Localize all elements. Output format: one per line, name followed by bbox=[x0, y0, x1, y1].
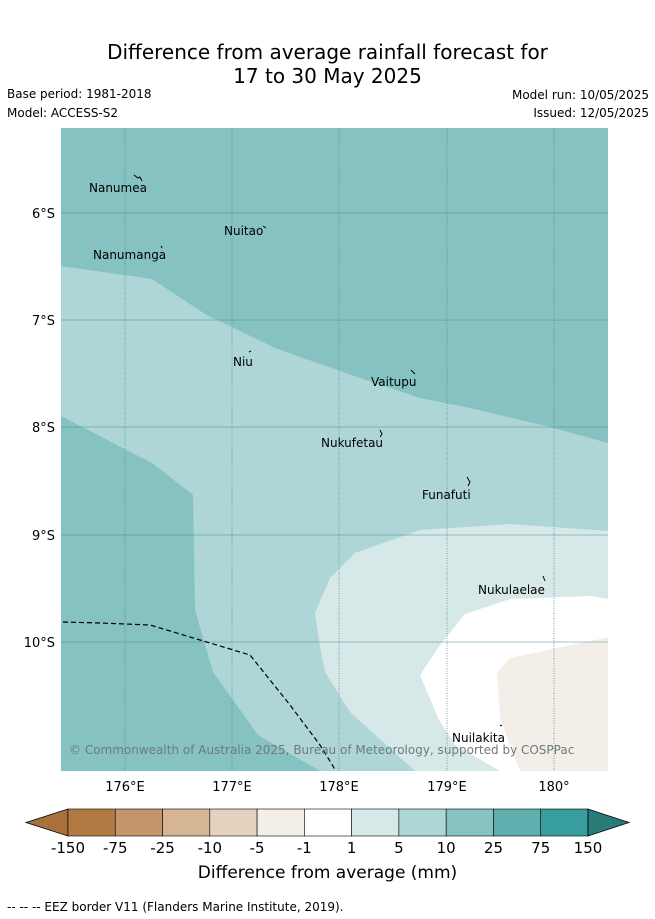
place-nuilakita: Nuilakita bbox=[452, 731, 505, 745]
lon-axis-labels: 176°E 177°E 178°E 179°E 180° bbox=[105, 780, 569, 795]
eez-border bbox=[62, 621, 337, 771]
lon-label-177: 177°E bbox=[212, 780, 252, 795]
colorbar: -150 -75 -25 -10 -5 -1 1 5 10 25 75 150 bbox=[24, 808, 631, 857]
copyright-text: © Commonwealth of Australia 2025, Bureau… bbox=[69, 743, 574, 757]
colorbar-tick-label: 25 bbox=[484, 839, 503, 857]
colorbar-swatch bbox=[256, 808, 305, 837]
model-run: Model run: 10/05/2025 bbox=[511, 88, 649, 102]
place-nanumea: Nanumea bbox=[89, 181, 147, 195]
colorbar-swatch bbox=[67, 808, 116, 837]
chart-title: Difference from average rainfall forecas… bbox=[0, 40, 655, 88]
colorbar-swatch bbox=[493, 808, 542, 837]
lat-axis-labels: 6°S 7°S 8°S 9°S 10°S bbox=[24, 207, 55, 651]
colorbar-tick-label: 10 bbox=[437, 839, 456, 857]
colorbar-swatch bbox=[540, 808, 589, 837]
colorbar-tick-label: -1 bbox=[297, 839, 312, 857]
model-name: Model: ACCESS-S2 bbox=[7, 106, 119, 120]
colorbar-swatch bbox=[398, 808, 447, 837]
lat-label-6s: 6°S bbox=[32, 207, 55, 222]
colorbar-swatch bbox=[445, 808, 494, 837]
island-nanumanga-shape bbox=[160, 245, 163, 249]
place-niu: Niu bbox=[233, 355, 253, 369]
lon-label-180: 180° bbox=[538, 780, 569, 795]
colorbar-tick-label: -10 bbox=[198, 839, 223, 857]
colorbar-swatch bbox=[114, 808, 163, 837]
place-vaitupu: Vaitupu bbox=[371, 375, 417, 389]
island-nuilakita-shape bbox=[499, 724, 503, 727]
colorbar-tick-label: 1 bbox=[347, 839, 357, 857]
title-line-2: 17 to 30 May 2025 bbox=[233, 64, 422, 88]
island-nukulaelae-shape bbox=[542, 575, 546, 582]
colorbar-swatch bbox=[304, 808, 352, 837]
colorbar-swatch bbox=[209, 808, 258, 837]
graticule bbox=[124, 128, 555, 771]
colorbar-tick-label: -25 bbox=[150, 839, 175, 857]
issued-date: Issued: 12/05/2025 bbox=[533, 106, 649, 120]
lon-label-176: 176°E bbox=[105, 780, 145, 795]
islands bbox=[133, 174, 546, 727]
parallels bbox=[61, 212, 608, 643]
eez-legend-note: -- -- -- EEZ border V11 (Flanders Marine… bbox=[7, 900, 344, 914]
place-nukufetau: Nukufetau bbox=[321, 436, 383, 450]
island-nukufetau-shape bbox=[379, 429, 383, 438]
place-labels: Nanumea Nuitao Nanumanga Niu Vaitupu Nuk… bbox=[89, 181, 545, 745]
lon-label-178: 178°E bbox=[319, 780, 359, 795]
colorbar-tick-label: -75 bbox=[103, 839, 128, 857]
base-period: Base period: 1981-2018 bbox=[7, 87, 152, 101]
lat-label-9s: 9°S bbox=[32, 529, 55, 544]
colorbar-tick-label: 75 bbox=[531, 839, 550, 857]
colorbar-swatch bbox=[162, 808, 211, 837]
title-line-1: Difference from average rainfall forecas… bbox=[107, 40, 548, 64]
colorbar-tick-label: -150 bbox=[51, 839, 85, 857]
lat-label-7s: 7°S bbox=[32, 314, 55, 329]
island-niu-shape bbox=[248, 350, 252, 353]
place-funafuti: Funafuti bbox=[422, 488, 471, 502]
island-nuitao-shape bbox=[262, 225, 267, 229]
zone-minus5-minus1 bbox=[497, 637, 608, 771]
colorbar-tick-label: 150 bbox=[574, 839, 603, 857]
colorbar-tick-label: -5 bbox=[250, 839, 265, 857]
lat-label-10s: 10°S bbox=[24, 636, 55, 651]
colorbar-tick-label: 5 bbox=[394, 839, 404, 857]
colorbar-extend-low bbox=[24, 808, 69, 837]
lon-label-179: 179°E bbox=[427, 780, 467, 795]
place-nanumanga: Nanumanga bbox=[93, 248, 166, 262]
lat-label-8s: 8°S bbox=[32, 421, 55, 436]
place-nukulaelae: Nukulaelae bbox=[478, 583, 545, 597]
place-nuitao: Nuitao bbox=[224, 224, 263, 238]
map-panel: Nanumea Nuitao Nanumanga Niu Vaitupu Nuk… bbox=[61, 128, 608, 771]
island-nanumea-shape bbox=[133, 174, 143, 182]
island-funafuti-shape bbox=[466, 476, 471, 487]
island-vaitupu-shape bbox=[410, 369, 416, 375]
colorbar-swatch bbox=[351, 808, 400, 837]
colorbar-label: Difference from average (mm) bbox=[197, 863, 458, 883]
colorbar-extend-high bbox=[587, 808, 631, 837]
